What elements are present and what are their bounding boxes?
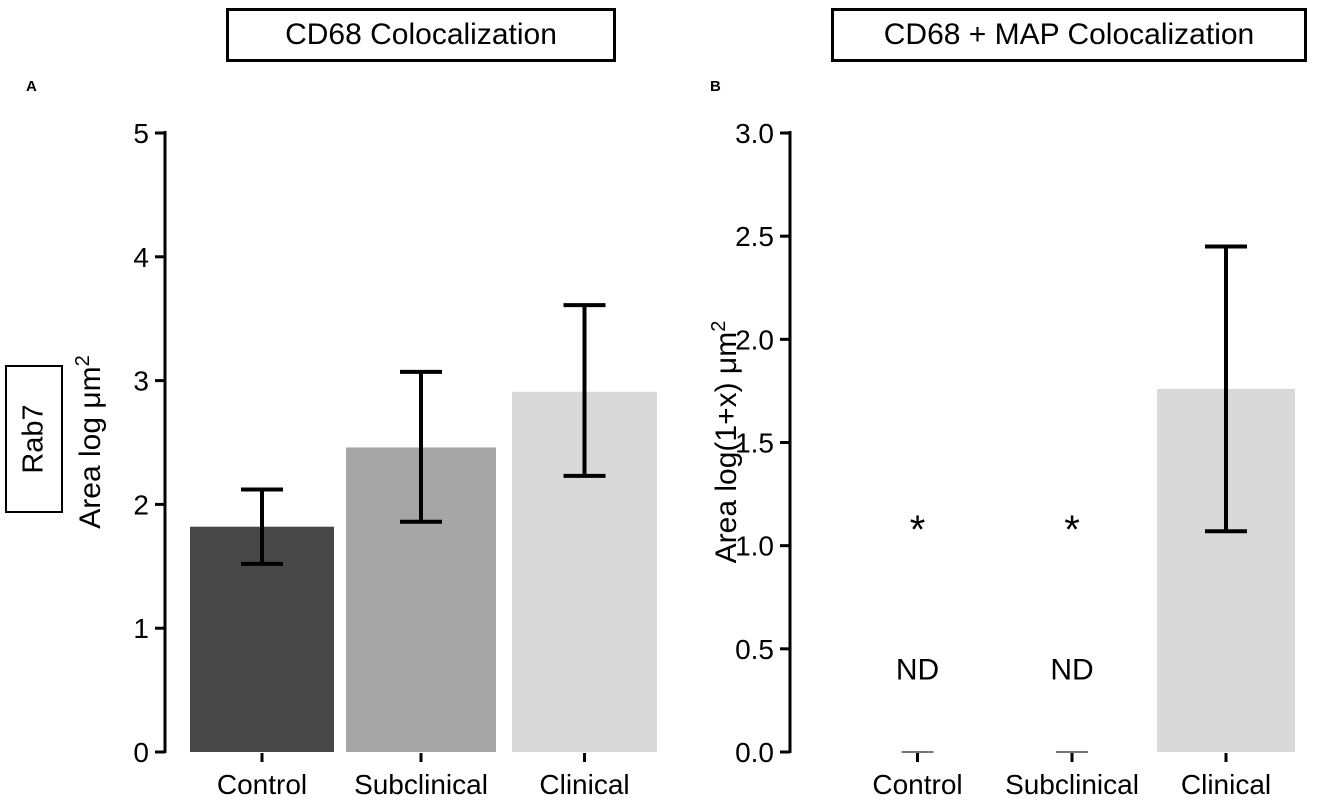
panel-b-x-tick-label: Control xyxy=(872,769,962,800)
panel-a-y-tick-label: 3 xyxy=(133,366,149,397)
panel-a-y-tick-label: 4 xyxy=(133,242,149,273)
panel-a-x-tick-label: Subclinical xyxy=(354,769,488,800)
panel-b-y-tick-label: 0.0 xyxy=(735,737,774,768)
panel-a-x-tick-label: Control xyxy=(217,769,307,800)
panel-b-y-tick-label: 1.5 xyxy=(735,428,774,459)
panel-a-title-box: CD68 Colocalization xyxy=(226,8,616,62)
panel-a-y-tick-label: 0 xyxy=(133,737,149,768)
panel-b-title: CD68 + MAP Colocalization xyxy=(883,18,1255,51)
panel-a-y-axis-label-superscript: 2 xyxy=(72,355,94,366)
panel-b-y-tick-label: 2.5 xyxy=(735,221,774,252)
panel-b-y-axis-label-superscript: 2 xyxy=(708,321,730,332)
panel-b-y-tick-label: 1.0 xyxy=(735,531,774,562)
panel-a-y-tick-label: 1 xyxy=(133,613,149,644)
row-label-box: Rab7 xyxy=(5,365,63,513)
panel-b-y-axis-label: Area log(1+x) μm2 xyxy=(708,321,743,564)
panel-b-nd-label: ND xyxy=(1050,653,1093,686)
panel-b-title-box: CD68 + MAP Colocalization xyxy=(831,8,1307,62)
panel-b-y-tick-label: 0.5 xyxy=(735,634,774,665)
panel-b-significance-marker: * xyxy=(1064,508,1080,552)
panel-a-letter: A xyxy=(26,78,37,95)
panel-b-significance-marker: * xyxy=(910,508,926,552)
panel-a-y-tick-label: 2 xyxy=(133,489,149,520)
panel-b-y-tick-label: 3.0 xyxy=(735,118,774,149)
panel-a-title: CD68 Colocalization xyxy=(285,18,557,51)
panel-a-y-tick-label: 5 xyxy=(133,118,149,149)
panel-b-y-tick-label: 2.0 xyxy=(735,324,774,355)
panel-a-x-tick-label: Clinical xyxy=(539,769,629,800)
panel-b-x-tick-label: Clinical xyxy=(1181,769,1271,800)
panel-a-y-axis-label: Area log μm2 xyxy=(72,355,107,528)
panel-b-letter: B xyxy=(710,78,721,95)
panel-b-x-tick-label: Subclinical xyxy=(1005,769,1139,800)
panel-b-nd-label: ND xyxy=(896,653,939,686)
